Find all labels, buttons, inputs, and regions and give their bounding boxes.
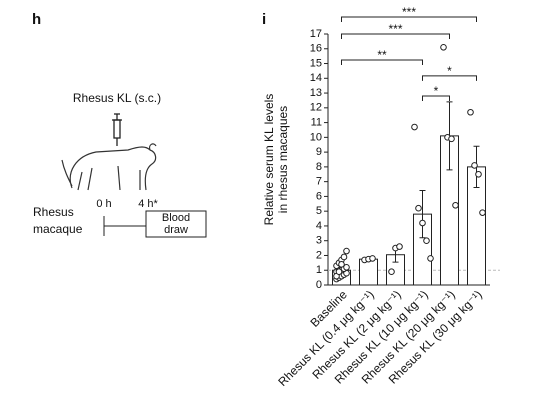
y-tick-label: 12 (310, 102, 322, 114)
data-point (427, 255, 434, 262)
data-point (340, 253, 348, 261)
data-point (475, 170, 482, 178)
y-tick-label: 0 (316, 279, 322, 291)
significance-bracket (341, 33, 450, 39)
data-point (335, 268, 343, 276)
y-tick-label: 6 (316, 190, 322, 202)
y-tick-label: 5 (316, 205, 322, 217)
data-point (467, 108, 474, 116)
data-point (415, 204, 422, 212)
data-point (471, 162, 478, 169)
data-point (440, 43, 447, 51)
y-tick-label: 17 (310, 28, 322, 40)
y-tick-label: 3 (316, 235, 322, 247)
y-tick-label: 8 (316, 161, 322, 173)
panel-label: h (32, 11, 41, 28)
significance-label: ** (377, 48, 387, 62)
significance-bracket (341, 59, 423, 65)
panel-label: i (262, 11, 266, 28)
y-tick-label: 9 (316, 146, 322, 158)
y-tick-label: 13 (310, 87, 322, 99)
data-point (479, 209, 486, 216)
y-tick-label: 7 (316, 176, 322, 188)
data-point (388, 268, 395, 276)
y-axis-label: in rhesus macaques (276, 106, 290, 213)
monkey (61, 143, 157, 191)
time-label: 0 h (96, 198, 111, 210)
data-point (419, 219, 426, 227)
syringe (112, 113, 122, 146)
y-tick-label: 1 (316, 264, 322, 276)
y-tick-label: 15 (310, 57, 322, 69)
diagram: Rhesus KL (s.c.) Rhesus macaque 0 h 4 h*… (33, 91, 207, 238)
data-point (411, 123, 418, 131)
blood-draw-box (145, 210, 207, 238)
box-label: Blood (162, 212, 190, 224)
significance-bracket (422, 75, 477, 81)
significance-bracket (341, 16, 477, 23)
time-label: 4 h* (138, 198, 158, 210)
bar (359, 258, 378, 286)
significance-label: *** (388, 22, 402, 36)
y-axis-label: Relative serum KL levels (262, 94, 276, 226)
data-point (452, 201, 459, 209)
y-tick-label: 14 (310, 72, 322, 84)
significance-label: * (447, 64, 452, 78)
significance-bracket (422, 95, 450, 102)
significance-label: * (434, 84, 439, 98)
y-tick-label: 11 (311, 116, 322, 128)
box-label: draw (164, 224, 188, 236)
data-point (338, 261, 345, 268)
drug-label: Rhesus KL (s.c.) (73, 91, 161, 105)
error-bar (419, 190, 426, 239)
subject-label: Rhesus (33, 205, 74, 219)
data-point (448, 135, 455, 143)
data-point (343, 263, 350, 271)
y-tick-label: 10 (310, 131, 322, 143)
significance-label: *** (402, 5, 416, 19)
data-point (396, 243, 403, 250)
y-tick-label: 2 (316, 249, 322, 261)
subject-label: macaque (33, 222, 83, 236)
y-tick-label: 4 (316, 220, 322, 232)
data-point (343, 247, 350, 255)
y-tick-label: 16 (310, 43, 322, 55)
data-point (369, 255, 376, 262)
data-point (423, 237, 430, 245)
